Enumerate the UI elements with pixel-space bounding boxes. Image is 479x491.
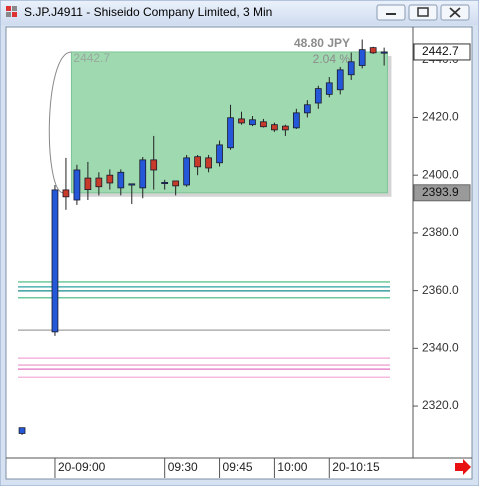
candle-body — [150, 159, 158, 171]
candle-body — [314, 88, 322, 104]
window-title: S.JP.J4911 - Shiseido Company Limited, 3… — [24, 5, 272, 19]
maximize-button[interactable] — [408, 4, 438, 21]
x-tick-label: 09:45 — [223, 460, 253, 474]
x-tick-label: 20-10:15 — [332, 460, 380, 474]
candle-body — [62, 189, 70, 198]
candle-body — [139, 159, 147, 189]
candle-body — [260, 121, 267, 128]
scroll-right-arrow[interactable] — [455, 459, 471, 475]
candle-body — [303, 104, 311, 114]
price-tag-high-label: 2442.7 — [422, 44, 459, 58]
candle-body — [95, 177, 103, 188]
candle-body — [347, 61, 355, 76]
measure-percent: 2.04 % — [313, 52, 351, 66]
candle-body — [194, 156, 201, 168]
candle-body — [172, 180, 180, 187]
y-tick-label: 2360.0 — [422, 283, 459, 297]
candle-body — [51, 189, 59, 333]
measure-high-label: 2442.7 — [73, 51, 110, 65]
candle-body — [358, 49, 366, 66]
candle-body — [183, 157, 190, 186]
price-tag-low-label: 2393.9 — [422, 185, 459, 199]
candle-body — [238, 118, 245, 124]
candle-body — [336, 69, 344, 91]
candle-body — [325, 82, 333, 95]
candle-body — [380, 51, 388, 54]
measure-bracket — [48, 51, 72, 194]
close-button[interactable] — [440, 4, 470, 21]
candle-body — [205, 157, 212, 169]
candle-body — [161, 181, 169, 184]
candle-body — [18, 427, 26, 434]
candle-body — [117, 171, 125, 189]
app-icon — [6, 6, 17, 17]
price-tag-high — [413, 43, 471, 61]
candle-body — [84, 177, 92, 191]
y-tick-label: 2420.0 — [422, 110, 459, 124]
candle-body — [282, 125, 289, 131]
measure-change: 48.80 JPY — [294, 36, 350, 50]
candle-body — [216, 144, 223, 164]
y-tick-label: 2340.0 — [422, 341, 459, 355]
x-tick-label: 09:30 — [168, 460, 198, 474]
candle-body — [271, 124, 278, 131]
minimize-button[interactable] — [376, 4, 406, 21]
candle-body — [227, 117, 234, 149]
x-tick-label: 20-09:00 — [58, 460, 106, 474]
y-tick-label: 2400.0 — [422, 167, 459, 181]
candle-body — [369, 47, 377, 54]
candle-body — [128, 183, 136, 186]
candle-body — [73, 169, 81, 201]
candle-body — [249, 119, 256, 126]
candle-body — [292, 112, 300, 129]
y-tick-label: 2320.0 — [422, 398, 459, 412]
x-tick-label: 10:00 — [277, 460, 307, 474]
candle-body — [106, 174, 114, 184]
price-tag-low — [413, 184, 471, 202]
y-tick-label: 2380.0 — [422, 225, 459, 239]
